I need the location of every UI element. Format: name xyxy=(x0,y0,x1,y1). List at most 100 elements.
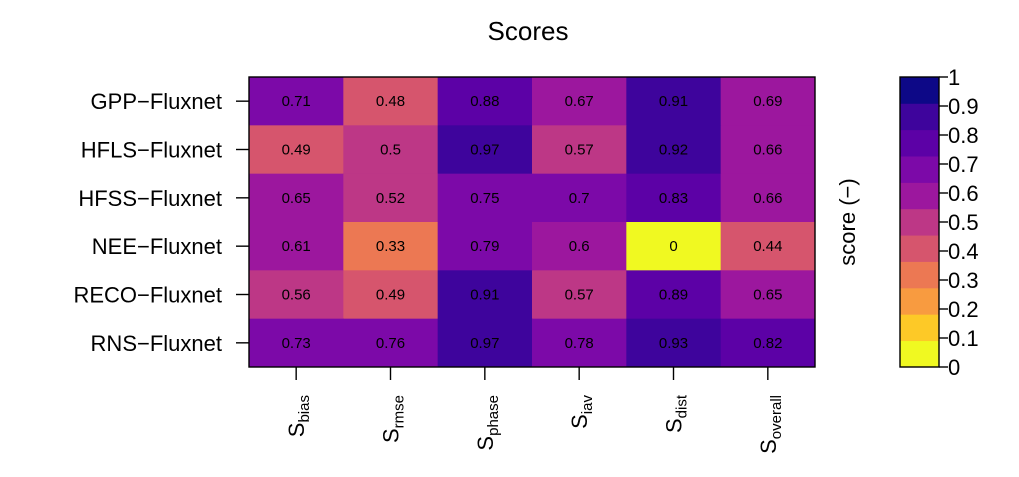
cell-value-label: 0.49 xyxy=(376,287,405,304)
heatmap-cell xyxy=(249,125,344,175)
heatmap-cell xyxy=(532,77,627,126)
heatmap-cell xyxy=(343,222,439,271)
cell-value-label: 0.73 xyxy=(282,335,311,352)
colorbar-swatch xyxy=(900,235,939,262)
colorbar-swatch xyxy=(900,287,939,315)
colorbar-swatch xyxy=(900,77,939,104)
cell-value-label: 0.83 xyxy=(659,190,688,207)
cell-value-label: 0.89 xyxy=(659,287,688,304)
x-tick-label-base: S xyxy=(756,439,781,454)
heatmap-cell xyxy=(249,173,344,223)
heatmap-cell xyxy=(437,222,533,271)
x-tick-label-base: S xyxy=(662,418,687,433)
heatmap-cell xyxy=(626,125,722,175)
heatmap-cell xyxy=(437,125,533,175)
x-tick-label-subscript: phase xyxy=(485,395,502,436)
heatmap-cell xyxy=(249,222,344,271)
x-tick-label-base: S xyxy=(379,428,404,443)
heatmap-cell xyxy=(532,270,627,320)
heatmap-cell xyxy=(249,270,344,320)
colorbar-tick-label: 0.4 xyxy=(948,239,979,264)
colorbar-tick-label: 0 xyxy=(948,355,960,380)
heatmap-cell xyxy=(720,125,816,175)
cell-value-label: 0.5 xyxy=(380,142,401,159)
heatmap-cell xyxy=(532,173,627,223)
y-tick-label: HFLS−Fluxnet xyxy=(81,138,222,163)
cell-value-label: 0.48 xyxy=(376,93,405,110)
heatmap-cell xyxy=(720,222,816,271)
cell-value-label: 0.79 xyxy=(470,238,499,255)
x-tick-label: Siav xyxy=(567,395,596,429)
heatmap-cell xyxy=(437,270,533,320)
cell-value-label: 0.52 xyxy=(376,190,405,207)
cell-value-label: 0 xyxy=(669,238,677,255)
cell-value-label: 0.69 xyxy=(753,93,782,110)
cell-value-label: 0.82 xyxy=(753,335,782,352)
y-tick-label: RNS−Fluxnet xyxy=(91,331,222,356)
cell-value-label: 0.49 xyxy=(282,142,311,159)
cell-value-label: 0.44 xyxy=(753,238,782,255)
chart-title: Scores xyxy=(488,16,569,46)
heatmap-cell xyxy=(343,270,439,320)
heatmap-cell xyxy=(720,77,816,126)
colorbar-swatch xyxy=(900,261,939,289)
cell-value-label: 0.7 xyxy=(569,190,590,207)
heatmap-cells xyxy=(249,77,816,368)
cell-value-label: 0.56 xyxy=(282,287,311,304)
heatmap-cell xyxy=(532,318,627,368)
heatmap-cell xyxy=(343,318,439,368)
heatmap-cell xyxy=(437,77,533,126)
y-tick-label: GPP−Fluxnet xyxy=(91,89,222,114)
colorbar-swatch xyxy=(900,156,939,183)
cell-value-label: 0.6 xyxy=(569,238,590,255)
cell-value-label: 0.65 xyxy=(753,287,782,304)
y-tick-label: RECO−Fluxnet xyxy=(73,283,222,308)
x-tick-label: Sbias xyxy=(284,395,313,437)
colorbar-swatch xyxy=(900,103,939,131)
heatmap-cell xyxy=(532,125,627,175)
colorbar-tick-label: 0.5 xyxy=(948,210,979,235)
heatmap-cell xyxy=(343,77,439,126)
x-tick-label: Sphase xyxy=(473,395,502,451)
cell-value-label: 0.91 xyxy=(470,287,499,304)
cell-value-label: 0.76 xyxy=(376,335,405,352)
cell-value-labels: 0.71 0.48 0.88 0.67 0.91 0.69 0.49 0.5 0.97 0.57 0… xyxy=(282,93,783,352)
heatmap-cell xyxy=(720,270,816,320)
x-tick-label-subscript: bias xyxy=(296,395,313,423)
colorbar-tick-label: 0.7 xyxy=(948,152,979,177)
colorbar-swatch xyxy=(900,129,939,157)
cell-value-label: 0.61 xyxy=(282,238,311,255)
heatmap-cell xyxy=(343,173,439,223)
y-tick-label: NEE−Fluxnet xyxy=(92,234,222,259)
heatmap-cell xyxy=(437,173,533,223)
heatmap-cell xyxy=(720,318,816,368)
cell-value-label: 0.97 xyxy=(470,335,499,352)
heatmap-cell xyxy=(720,173,816,223)
colorbar-swatch xyxy=(900,208,939,236)
x-tick-label-subscript: iav xyxy=(579,395,596,415)
cell-value-label: 0.88 xyxy=(470,93,499,110)
cell-value-label: 0.92 xyxy=(659,142,688,159)
cell-value-label: 0.66 xyxy=(753,142,782,159)
x-tick-label: Sdist xyxy=(662,394,691,433)
x-tick-label-subscript: dist xyxy=(674,394,691,418)
heatmap-cell xyxy=(626,222,722,271)
cell-value-label: 0.91 xyxy=(659,93,688,110)
x-tick-label-subscript: rmse xyxy=(391,395,408,428)
cell-value-label: 0.78 xyxy=(565,335,594,352)
colorbar-swatch xyxy=(900,340,939,368)
colorbar-tick-label: 1 xyxy=(948,65,960,90)
x-tick-label: Soverall xyxy=(756,395,785,454)
heatmap-cell xyxy=(532,222,627,271)
cell-value-label: 0.33 xyxy=(376,238,405,255)
x-tick-label: Srmse xyxy=(379,395,408,443)
cell-value-label: 0.97 xyxy=(470,142,499,159)
cell-value-label: 0.71 xyxy=(282,93,311,110)
x-tick-label-base: S xyxy=(567,414,592,429)
cell-value-label: 0.57 xyxy=(565,287,594,304)
cell-value-label: 0.75 xyxy=(470,190,499,207)
colorbar: 0 0.1 0.2 0.3 0.4 0.5 0.6 0.7 0.8 0.9 1 xyxy=(899,65,979,380)
x-tick-label-subscript: overall xyxy=(768,395,785,439)
